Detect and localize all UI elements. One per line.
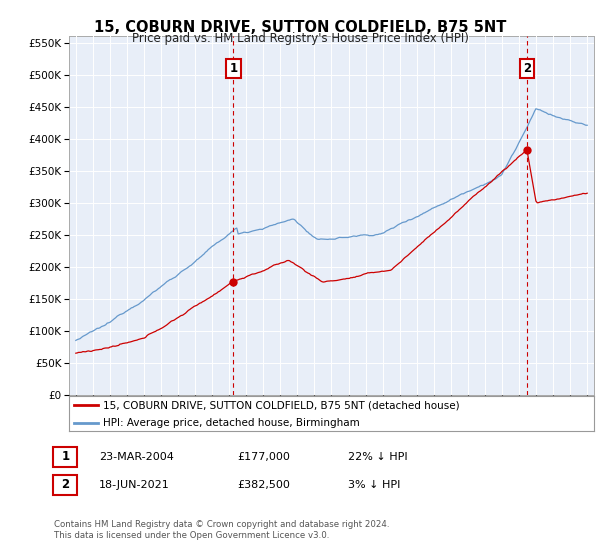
Text: 1: 1 (229, 62, 238, 75)
Text: 2: 2 (61, 478, 70, 492)
Text: £177,000: £177,000 (237, 452, 290, 462)
Text: £382,500: £382,500 (237, 480, 290, 490)
Text: HPI: Average price, detached house, Birmingham: HPI: Average price, detached house, Birm… (103, 418, 360, 427)
Text: Contains HM Land Registry data © Crown copyright and database right 2024.
This d: Contains HM Land Registry data © Crown c… (54, 520, 389, 540)
Text: Price paid vs. HM Land Registry's House Price Index (HPI): Price paid vs. HM Land Registry's House … (131, 32, 469, 45)
Text: 18-JUN-2021: 18-JUN-2021 (99, 480, 170, 490)
Text: 2: 2 (523, 62, 531, 75)
Text: 15, COBURN DRIVE, SUTTON COLDFIELD, B75 5NT: 15, COBURN DRIVE, SUTTON COLDFIELD, B75 … (94, 20, 506, 35)
Text: 22% ↓ HPI: 22% ↓ HPI (348, 452, 407, 462)
Text: 3% ↓ HPI: 3% ↓ HPI (348, 480, 400, 490)
Text: 15, COBURN DRIVE, SUTTON COLDFIELD, B75 5NT (detached house): 15, COBURN DRIVE, SUTTON COLDFIELD, B75 … (103, 400, 460, 410)
Text: 1: 1 (61, 450, 70, 464)
Text: 23-MAR-2004: 23-MAR-2004 (99, 452, 174, 462)
